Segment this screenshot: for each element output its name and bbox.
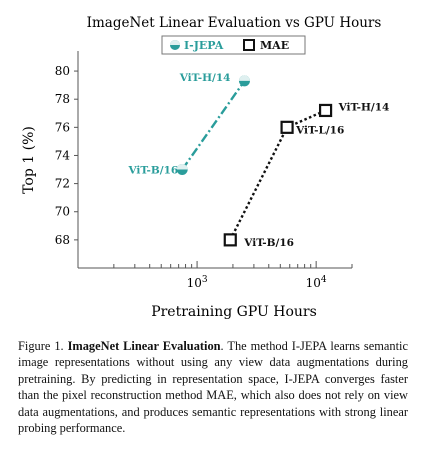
- x-axis-label: Pretraining GPU Hours: [151, 304, 317, 320]
- legend-marker-mae: [243, 39, 255, 51]
- data-label: ViT-H/14: [338, 101, 390, 113]
- figure-caption: Figure 1. ImageNet Linear Evaluation. Th…: [18, 339, 408, 436]
- data-point-mae: [223, 233, 237, 247]
- y-tick-label: 80: [55, 64, 70, 78]
- data-label: ViT-L/16: [295, 124, 344, 136]
- x-tick-label: 104: [306, 275, 327, 290]
- y-tick-label: 70: [55, 205, 70, 219]
- y-axis-label: Top 1 (%): [21, 126, 37, 194]
- x-tick-label: 103: [187, 275, 208, 290]
- y-tick-label: 72: [55, 177, 70, 191]
- caption-bold-title: ImageNet Linear Evaluation: [67, 339, 221, 353]
- y-tick-label: 68: [55, 233, 70, 247]
- data-point-highlight: [238, 75, 250, 81]
- legend-box: [161, 35, 306, 55]
- legend-label-mae: MAE: [260, 39, 289, 52]
- axes: 68 70 72 74 76 78 80 103 104: [55, 51, 353, 290]
- legend-label-ijepa: I-JEPA: [184, 39, 224, 52]
- caption-prefix: Figure 1.: [18, 339, 64, 353]
- y-tick-label: 76: [55, 120, 70, 134]
- caption-text: The method I-JEPA learns semantic image …: [18, 339, 408, 436]
- data-label: ViT-B/16: [127, 165, 178, 177]
- legend-marker-highlight: [170, 40, 180, 45]
- data-label: ViT-B/16: [243, 237, 294, 249]
- series-line-i-jepa: [181, 80, 246, 171]
- y-tick-label: 78: [55, 92, 70, 106]
- data-point-highlight: [176, 164, 188, 170]
- legend: I-JEPA MAE: [161, 35, 306, 55]
- series-layer: ViT-B/16 ViT-H/14 ViT-B/16 ViT-L/16 ViT-H/14: [127, 72, 389, 249]
- data-point-mae: [280, 120, 294, 134]
- data-label: ViT-H/14: [179, 72, 231, 84]
- chart-title: ImageNet Linear Evaluation vs GPU Hours: [87, 15, 382, 31]
- data-point-mae: [318, 103, 333, 118]
- figure-chart: ImageNet Linear Evaluation vs GPU Hours …: [21, 15, 389, 320]
- y-tick-label: 74: [55, 148, 71, 162]
